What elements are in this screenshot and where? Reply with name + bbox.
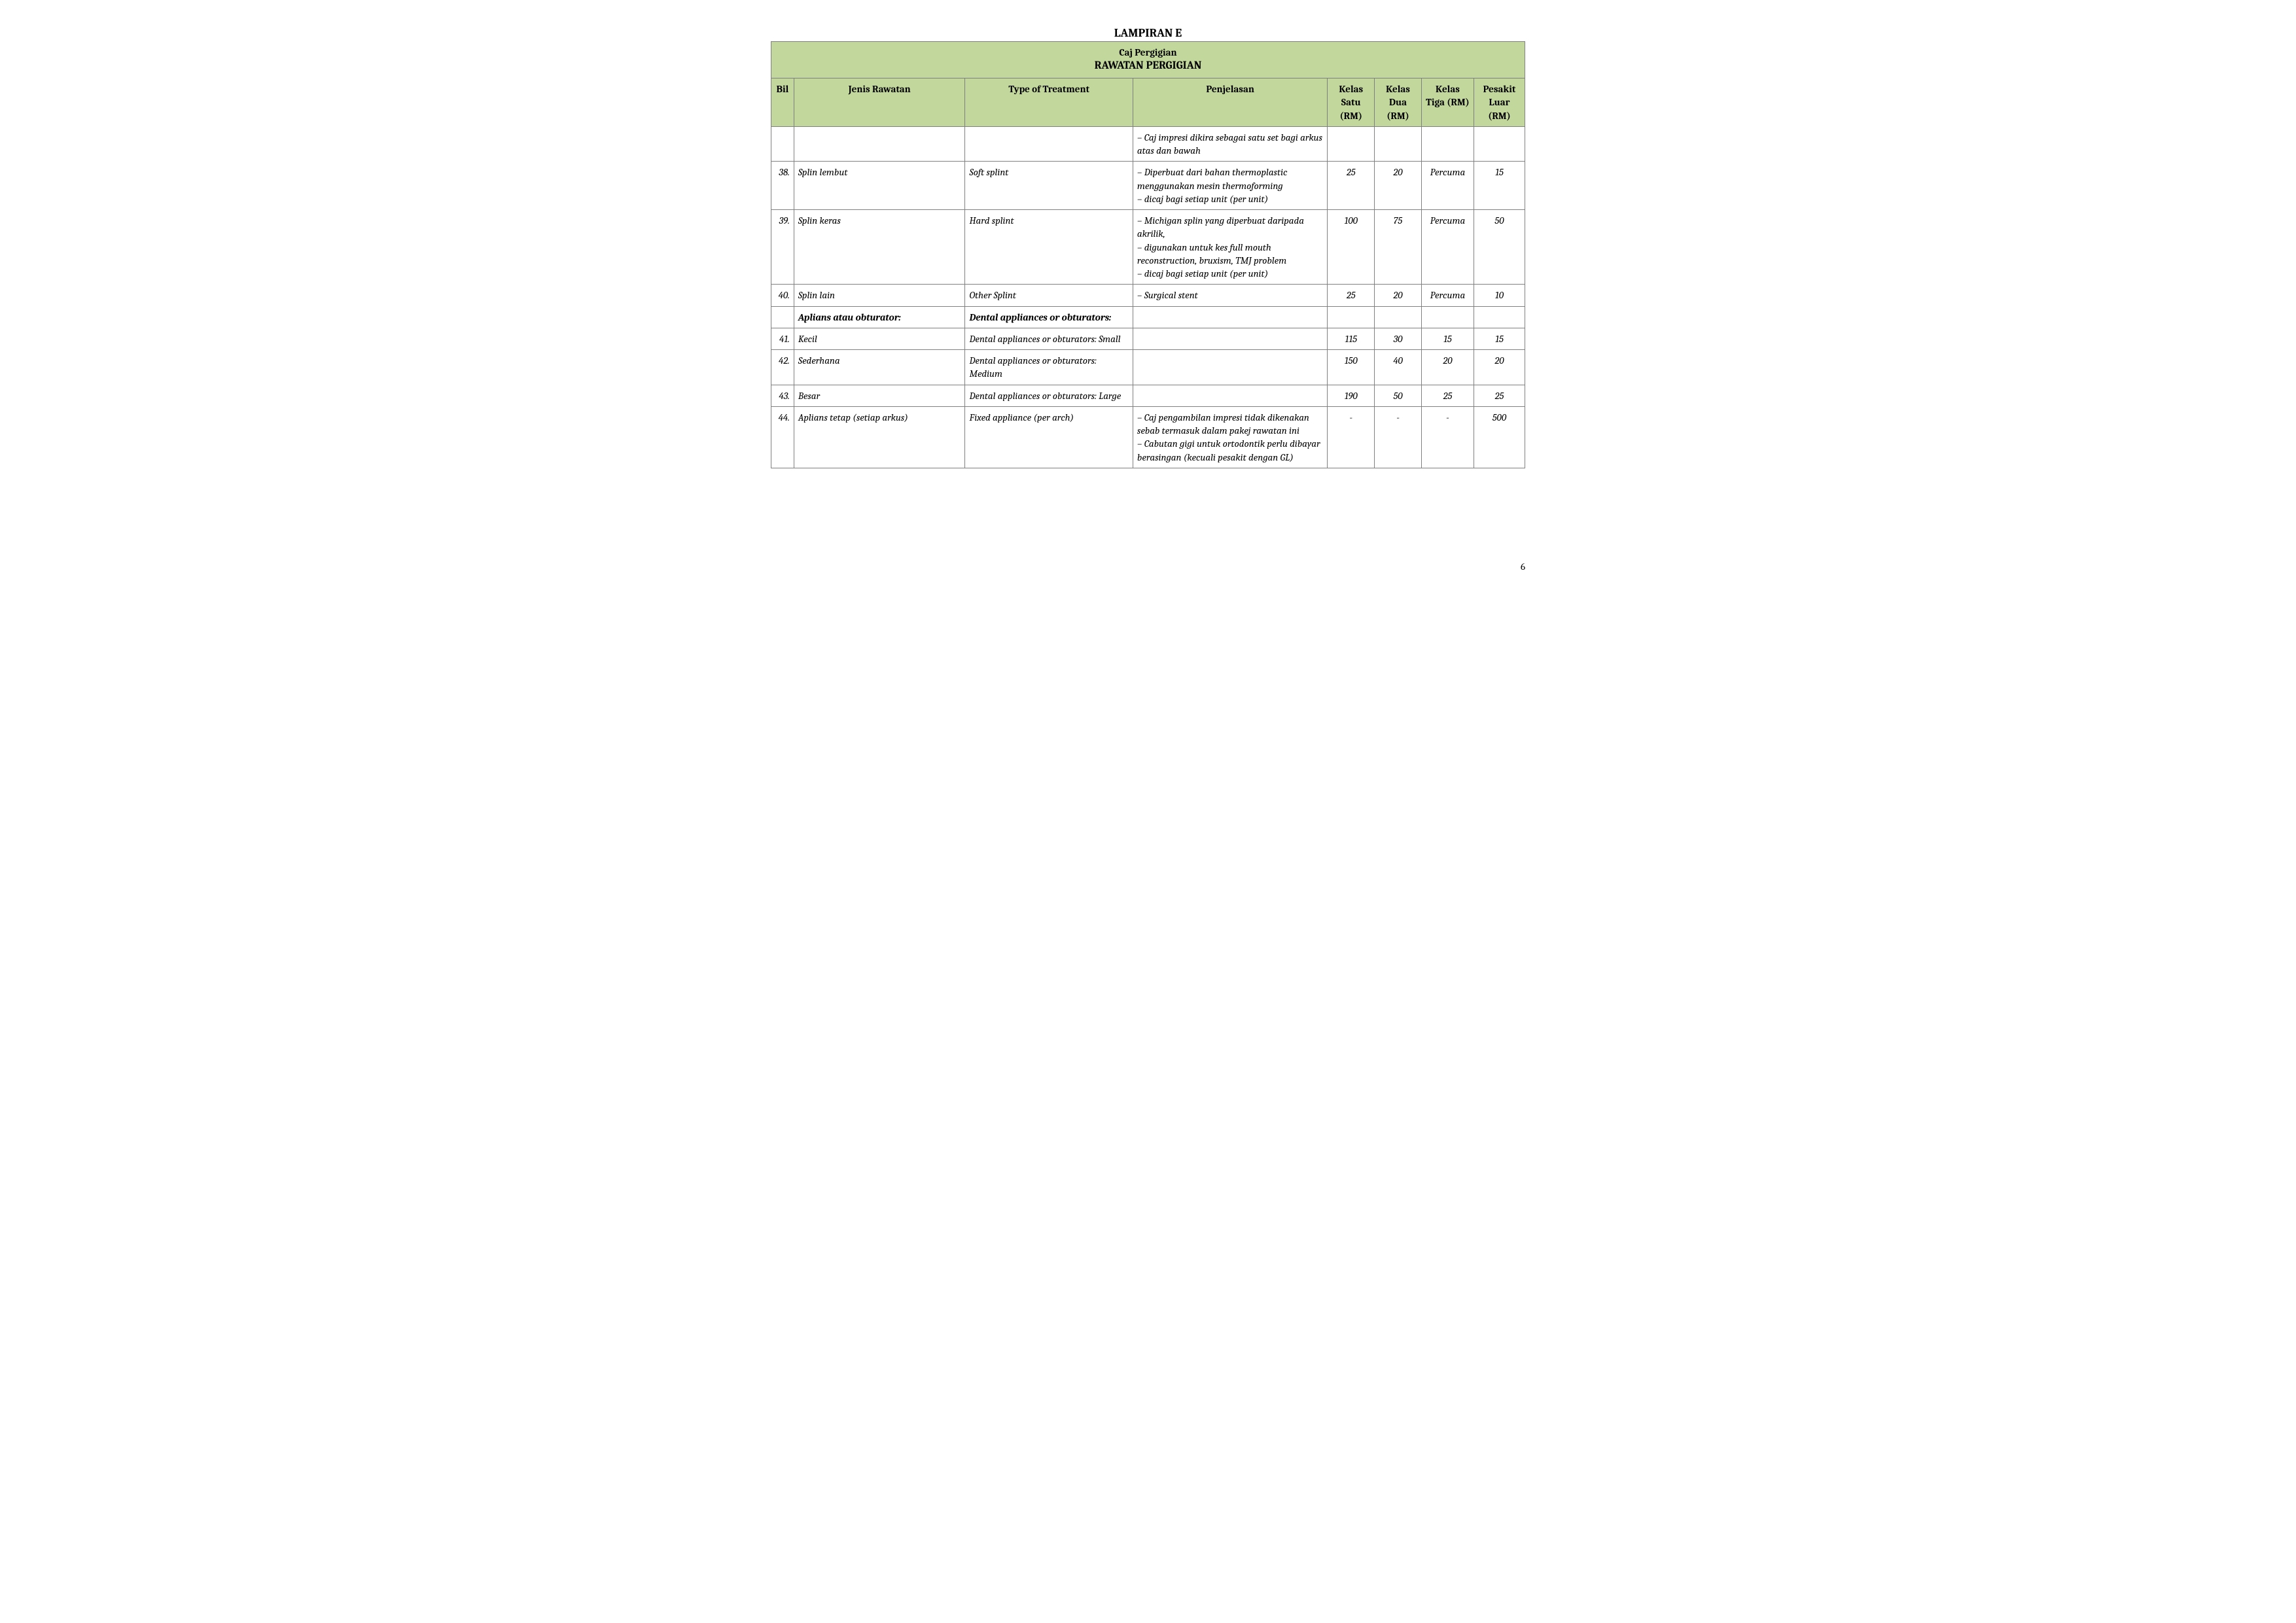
cell-kelas-dua: 30	[1375, 328, 1422, 349]
cell-kelas-tiga: -	[1421, 406, 1474, 468]
col-kelas-satu: Kelas Satu (RM)	[1328, 79, 1375, 127]
cell-jenis: Splin lembut	[794, 162, 965, 210]
cell-kelas-dua	[1375, 306, 1422, 328]
table-row: 38.Splin lembutSoft splint– Diperbuat da…	[771, 162, 1525, 210]
cell-bil: 41.	[771, 328, 794, 349]
cell-kelas-satu	[1328, 306, 1375, 328]
cell-pesakit-luar: 15	[1474, 328, 1525, 349]
cell-kelas-satu: 25	[1328, 162, 1375, 210]
cell-bil: 38.	[771, 162, 794, 210]
cell-bil: 39.	[771, 210, 794, 285]
cell-type: Dental appliances or obturators: Large	[965, 385, 1133, 406]
cell-pesakit-luar: 500	[1474, 406, 1525, 468]
cell-kelas-dua	[1375, 126, 1422, 162]
cell-kelas-tiga: 15	[1421, 328, 1474, 349]
cell-kelas-tiga	[1421, 126, 1474, 162]
cell-jenis: Splin lain	[794, 285, 965, 306]
cell-kelas-satu: 150	[1328, 350, 1375, 385]
cell-pesakit-luar: 50	[1474, 210, 1525, 285]
table-body: – Caj impresi dikira sebagai satu set ba…	[771, 126, 1525, 468]
table-title-cell: Caj Pergigian RAWATAN PERGIGIAN	[771, 42, 1525, 79]
cell-kelas-dua: -	[1375, 406, 1422, 468]
cell-kelas-dua: 75	[1375, 210, 1422, 285]
cell-penjelasan: – Diperbuat dari bahan thermoplastic men…	[1133, 162, 1327, 210]
cell-type: Fixed appliance (per arch)	[965, 406, 1133, 468]
fee-table: Caj Pergigian RAWATAN PERGIGIAN Bil Jeni…	[771, 41, 1525, 468]
cell-kelas-satu: 100	[1328, 210, 1375, 285]
cell-jenis: Aplians tetap (setiap arkus)	[794, 406, 965, 468]
col-jenis: Jenis Rawatan	[794, 79, 965, 127]
cell-pesakit-luar	[1474, 126, 1525, 162]
cell-kelas-satu: -	[1328, 406, 1375, 468]
cell-penjelasan: – Caj impresi dikira sebagai satu set ba…	[1133, 126, 1327, 162]
cell-penjelasan: – Caj pengambilan impresi tidak dikenaka…	[1133, 406, 1327, 468]
table-row: Aplians atau obturator:Dental appliances…	[771, 306, 1525, 328]
table-row: 42.SederhanaDental appliances or obturat…	[771, 350, 1525, 385]
table-row: 41.KecilDental appliances or obturators:…	[771, 328, 1525, 349]
page: LAMPIRAN E Caj Pergigian RAWATAN PERGIGI…	[735, 0, 1561, 584]
cell-kelas-satu: 190	[1328, 385, 1375, 406]
cell-kelas-tiga: Percuma	[1421, 210, 1474, 285]
cell-jenis: Kecil	[794, 328, 965, 349]
col-penjelasan: Penjelasan	[1133, 79, 1327, 127]
cell-bil: 40.	[771, 285, 794, 306]
cell-kelas-satu	[1328, 126, 1375, 162]
table-row: 39.Splin kerasHard splint– Michigan spli…	[771, 210, 1525, 285]
col-kelas-dua: Kelas Dua (RM)	[1375, 79, 1422, 127]
col-kelas-tiga: Kelas Tiga (RM)	[1421, 79, 1474, 127]
table-row: 44.Aplians tetap (setiap arkus)Fixed app…	[771, 406, 1525, 468]
cell-penjelasan	[1133, 385, 1327, 406]
cell-bil: 44.	[771, 406, 794, 468]
cell-penjelasan: – Michigan splin yang diperbuat daripada…	[1133, 210, 1327, 285]
cell-jenis: Sederhana	[794, 350, 965, 385]
cell-bil	[771, 306, 794, 328]
cell-type: Hard splint	[965, 210, 1133, 285]
cell-kelas-satu: 25	[1328, 285, 1375, 306]
cell-jenis: Splin keras	[794, 210, 965, 285]
cell-type: Dental appliances or obturators: Small	[965, 328, 1133, 349]
appendix-label: LAMPIRAN E	[771, 26, 1525, 40]
table-row: – Caj impresi dikira sebagai satu set ba…	[771, 126, 1525, 162]
cell-penjelasan: – Surgical stent	[1133, 285, 1327, 306]
table-title-line2: RAWATAN PERGIGIAN	[1095, 60, 1202, 72]
cell-penjelasan	[1133, 306, 1327, 328]
cell-kelas-tiga: Percuma	[1421, 285, 1474, 306]
table-title-row: Caj Pergigian RAWATAN PERGIGIAN	[771, 42, 1525, 79]
cell-kelas-dua: 20	[1375, 285, 1422, 306]
cell-kelas-satu: 115	[1328, 328, 1375, 349]
col-bil: Bil	[771, 79, 794, 127]
cell-kelas-tiga: 25	[1421, 385, 1474, 406]
cell-kelas-dua: 40	[1375, 350, 1422, 385]
cell-type	[965, 126, 1133, 162]
table-row: 43.BesarDental appliances or obturators:…	[771, 385, 1525, 406]
cell-jenis: Aplians atau obturator:	[794, 306, 965, 328]
cell-penjelasan	[1133, 350, 1327, 385]
cell-bil: 43.	[771, 385, 794, 406]
cell-type: Soft splint	[965, 162, 1133, 210]
table-header-row: Bil Jenis Rawatan Type of Treatment Penj…	[771, 79, 1525, 127]
cell-pesakit-luar	[1474, 306, 1525, 328]
cell-bil: 42.	[771, 350, 794, 385]
cell-pesakit-luar: 20	[1474, 350, 1525, 385]
cell-pesakit-luar: 10	[1474, 285, 1525, 306]
cell-type: Other Splint	[965, 285, 1133, 306]
cell-pesakit-luar: 25	[1474, 385, 1525, 406]
cell-kelas-tiga: 20	[1421, 350, 1474, 385]
cell-pesakit-luar: 15	[1474, 162, 1525, 210]
col-type: Type of Treatment	[965, 79, 1133, 127]
cell-kelas-tiga: Percuma	[1421, 162, 1474, 210]
col-pesakit-luar: Pesakit Luar (RM)	[1474, 79, 1525, 127]
cell-type: Dental appliances or obturators:	[965, 306, 1133, 328]
cell-kelas-dua: 20	[1375, 162, 1422, 210]
cell-type: Dental appliances or obturators: Medium	[965, 350, 1133, 385]
cell-penjelasan	[1133, 328, 1327, 349]
cell-jenis: Besar	[794, 385, 965, 406]
page-number: 6	[1521, 561, 1525, 572]
table-row: 40.Splin lainOther Splint– Surgical sten…	[771, 285, 1525, 306]
cell-kelas-dua: 50	[1375, 385, 1422, 406]
table-title-line1: Caj Pergigian	[1119, 46, 1176, 58]
cell-kelas-tiga	[1421, 306, 1474, 328]
cell-bil	[771, 126, 794, 162]
cell-jenis	[794, 126, 965, 162]
